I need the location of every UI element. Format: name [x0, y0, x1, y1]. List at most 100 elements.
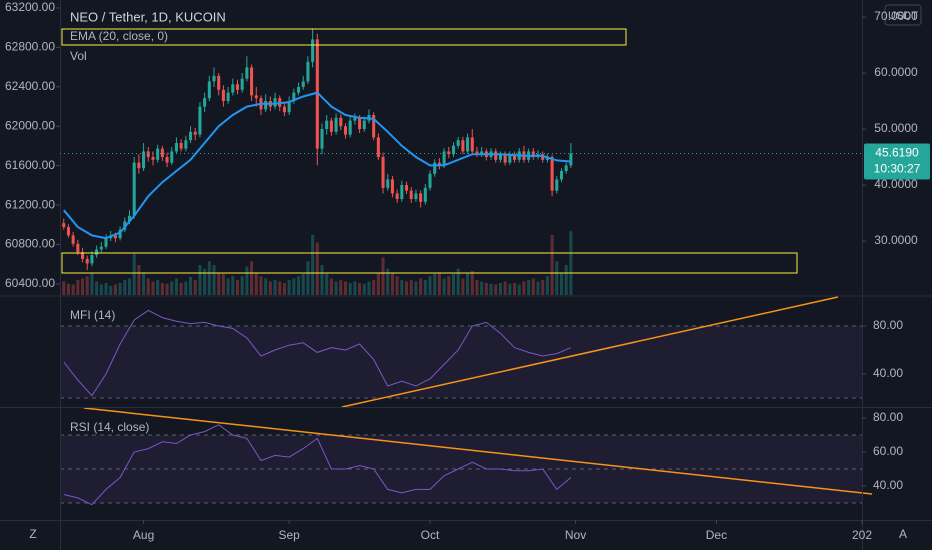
candle-body	[184, 140, 188, 149]
volume-bar	[245, 266, 249, 295]
candle-body	[71, 235, 75, 244]
candle-body	[198, 106, 202, 135]
volume-bar	[226, 278, 230, 295]
y-tick-label: 61200.00	[5, 197, 55, 211]
volume-bar	[160, 283, 164, 295]
candle-body	[550, 157, 554, 191]
candle-body	[207, 81, 211, 99]
candle-body	[353, 117, 357, 121]
volume-bar	[362, 283, 366, 295]
volume-bar	[217, 272, 221, 295]
y-tick-label: 62400.00	[5, 79, 55, 93]
volume-bar	[395, 276, 399, 295]
toolbar-button[interactable]	[894, 526, 912, 544]
volume-bar	[461, 278, 465, 295]
volume-bar	[174, 278, 178, 295]
candle-body	[400, 185, 404, 200]
currency-button[interactable]	[884, 4, 922, 26]
volume-bar	[372, 280, 376, 295]
volume-bar	[376, 272, 380, 295]
candle-body	[409, 190, 413, 200]
candle-body	[461, 140, 465, 152]
toolbar-button[interactable]	[24, 526, 42, 544]
volume-bar	[508, 283, 512, 295]
volume-bar	[541, 280, 545, 295]
annotation-box	[61, 28, 627, 46]
last-price-label: 45.6190	[875, 146, 919, 160]
bands	[60, 325, 862, 504]
volume-bar	[231, 276, 235, 295]
volume-bar	[212, 265, 216, 295]
volume-bar	[184, 281, 188, 295]
toolbar-label[interactable]: A	[899, 527, 907, 541]
volume-bar	[433, 274, 437, 295]
candle-body	[508, 154, 512, 163]
candle-body	[137, 162, 141, 169]
candle-body	[231, 84, 235, 93]
candle-body	[555, 179, 559, 191]
volume-bar	[62, 281, 66, 295]
candle-body	[282, 106, 286, 113]
volume-bar	[189, 277, 193, 295]
volume-bar	[113, 284, 117, 295]
volume-bar	[198, 265, 202, 295]
candle-body	[395, 193, 399, 200]
volume-bar	[104, 283, 108, 295]
candle-body	[287, 101, 291, 113]
candle-body	[348, 120, 352, 135]
volume-bar	[470, 271, 474, 295]
y-tick-label: 70.0000	[874, 9, 918, 23]
candle-body	[480, 151, 484, 155]
candle-body	[240, 78, 244, 90]
currency-label[interactable]: USDT	[888, 10, 918, 22]
candle-body	[325, 120, 329, 130]
volume-bar	[301, 274, 305, 295]
candle-body	[447, 151, 451, 155]
volume-bar	[527, 280, 531, 295]
candle-body	[470, 137, 474, 152]
volume-bar	[268, 281, 272, 295]
volume-bar	[71, 284, 75, 295]
volume-bar	[517, 284, 521, 295]
volume-bar	[127, 278, 132, 295]
volume-bar	[484, 283, 488, 295]
volume-bar	[456, 268, 460, 295]
candle-body	[297, 87, 301, 93]
volume-bar	[292, 278, 296, 295]
candle-body	[437, 162, 441, 166]
legend-entry: Vol	[70, 49, 87, 63]
volume-bar	[489, 283, 493, 295]
trend-line	[341, 296, 839, 408]
y-tick-label: 80.00	[873, 410, 903, 424]
chart-title: NEO / Tether, 1D, KUCOIN	[70, 9, 226, 24]
volume-bar	[550, 235, 554, 295]
volume-bar	[559, 272, 564, 295]
candle-body	[193, 131, 197, 135]
volume-bar	[250, 261, 254, 295]
candle-body	[142, 151, 146, 169]
volume-bar	[165, 283, 169, 295]
candle-body	[250, 67, 254, 96]
volume-bar	[76, 280, 80, 295]
trend-line	[83, 407, 873, 495]
toolbar-label[interactable]: Z	[29, 527, 36, 541]
volume-bar	[315, 242, 319, 295]
candle-body	[503, 154, 507, 163]
candle-body	[170, 151, 174, 163]
candle-body	[118, 229, 122, 239]
y-tick-label: 40.00	[873, 366, 903, 380]
candle-body	[564, 165, 568, 172]
volume-bar	[353, 281, 357, 295]
volume-bar	[513, 283, 517, 295]
volume-bar	[531, 278, 535, 295]
candle-body	[203, 98, 207, 107]
volume-bar	[386, 268, 390, 295]
y-tick-label: 63200.00	[5, 0, 55, 14]
volume-bar	[475, 280, 479, 295]
annotation-box	[61, 252, 798, 274]
volume-bar	[400, 280, 404, 295]
volume-bar	[123, 280, 127, 295]
volume-bar	[240, 276, 244, 295]
y-tick-label: 62800.00	[5, 40, 55, 54]
y-tick-label: 62000.00	[5, 118, 55, 132]
